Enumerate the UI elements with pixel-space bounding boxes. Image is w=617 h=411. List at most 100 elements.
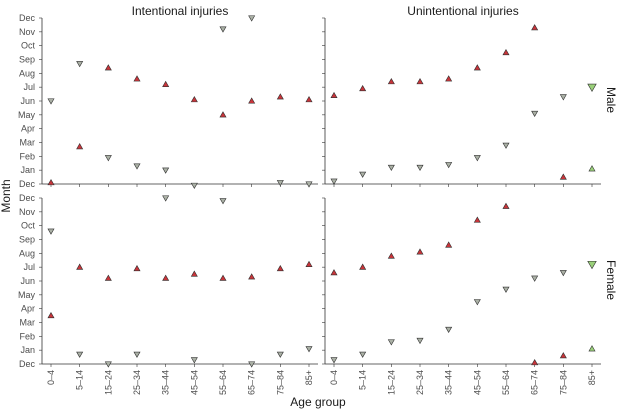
peak-marker bbox=[387, 78, 395, 85]
peak-marker bbox=[330, 91, 338, 99]
peak-marker bbox=[531, 24, 539, 31]
trough-marker bbox=[330, 357, 338, 364]
y-tick-label: May bbox=[18, 290, 36, 300]
x-tick-label: 55–64 bbox=[218, 370, 228, 395]
x-tick-label: 85+ bbox=[587, 370, 597, 385]
x-tick-label: 15–24 bbox=[103, 370, 113, 395]
peak-marker bbox=[416, 248, 424, 255]
peak-marker bbox=[76, 143, 84, 150]
peak-marker bbox=[473, 216, 481, 223]
trough-marker bbox=[359, 351, 367, 358]
x-axis-title: Age group bbox=[290, 395, 346, 409]
x-tick-label: 15–24 bbox=[386, 370, 396, 395]
peak-marker bbox=[47, 179, 55, 186]
row-strip-female: Female bbox=[604, 260, 617, 300]
trough-marker bbox=[76, 351, 84, 358]
peak-marker bbox=[190, 270, 198, 277]
x-tick-label: 85+ bbox=[304, 370, 314, 385]
trough-marker bbox=[416, 164, 424, 172]
trough-marker bbox=[104, 155, 112, 162]
trough-marker bbox=[445, 326, 453, 334]
trough-marker bbox=[305, 346, 313, 353]
trough-marker bbox=[248, 361, 256, 368]
x-tick-label: 25–34 bbox=[415, 370, 425, 395]
x-tick-label: 35–44 bbox=[161, 370, 171, 395]
peak-marker bbox=[219, 274, 227, 281]
peak-marker bbox=[330, 269, 338, 276]
x-tick-label: 0–4 bbox=[329, 370, 339, 385]
y-tick-label: Feb bbox=[19, 151, 35, 161]
trough-marker bbox=[473, 155, 481, 162]
axis-ticks: Dec Jan Feb Mar Apr May Jun Jul Aug Sep Oct Nov Dec D… bbox=[18, 13, 597, 395]
trough-marker bbox=[502, 142, 510, 149]
panel-frames bbox=[41, 18, 601, 365]
x-tick-label: 25–34 bbox=[132, 370, 142, 395]
y-tick-label: Jul bbox=[23, 262, 35, 272]
trough-marker bbox=[219, 26, 227, 33]
trough-marker bbox=[162, 195, 170, 202]
peak-marker bbox=[502, 202, 510, 209]
trough-marker bbox=[359, 171, 367, 178]
data-markers bbox=[47, 15, 597, 368]
y-tick-label: Jul bbox=[23, 82, 35, 92]
trough-marker bbox=[276, 180, 284, 187]
trough-marker bbox=[47, 228, 55, 235]
peak-marker bbox=[104, 274, 112, 281]
y-tick-label: Aug bbox=[19, 248, 35, 258]
row-strip-male: Male bbox=[604, 87, 617, 113]
trough-marker bbox=[445, 162, 453, 169]
peak-marker bbox=[559, 173, 567, 180]
trough-marker bbox=[276, 351, 284, 358]
trough-marker bbox=[133, 351, 141, 358]
x-tick-label: 0–4 bbox=[46, 370, 56, 385]
y-tick-label: Dec bbox=[19, 359, 36, 369]
trough-marker bbox=[531, 275, 539, 282]
trough-marker bbox=[133, 163, 141, 170]
peak-marker bbox=[248, 273, 256, 280]
peak-marker bbox=[387, 252, 395, 259]
y-tick-label: Apr bbox=[21, 304, 35, 314]
x-tick-label: 65–74 bbox=[530, 370, 540, 395]
peak-marker bbox=[416, 78, 424, 85]
peak-marker bbox=[162, 80, 170, 87]
trough-marker bbox=[587, 260, 597, 270]
trough-marker bbox=[559, 270, 567, 277]
y-tick-label: Aug bbox=[19, 68, 35, 78]
col-strip-intentional: Intentional injuries bbox=[132, 4, 229, 18]
y-tick-label: Jun bbox=[20, 276, 35, 286]
y-tick-label: Mar bbox=[20, 318, 36, 328]
y-tick-label: Sep bbox=[19, 235, 35, 245]
peak-marker bbox=[162, 274, 170, 281]
trough-marker bbox=[248, 15, 256, 22]
col-strip-unintentional: Unintentional injuries bbox=[407, 4, 518, 18]
trough-marker bbox=[190, 182, 198, 189]
trough-marker bbox=[219, 198, 227, 205]
peak-marker bbox=[588, 345, 596, 352]
trough-marker bbox=[190, 357, 198, 364]
y-tick-label: Oct bbox=[21, 221, 36, 231]
x-tick-label: 5–14 bbox=[358, 370, 368, 390]
peak-marker bbox=[445, 75, 453, 82]
trough-marker bbox=[76, 61, 84, 68]
peak-marker bbox=[502, 48, 510, 56]
y-tick-label: Jan bbox=[20, 165, 35, 175]
peak-marker bbox=[305, 260, 313, 267]
trough-marker bbox=[531, 110, 539, 118]
peak-marker bbox=[104, 64, 112, 71]
x-tick-label: 5–14 bbox=[75, 370, 85, 390]
peak-marker bbox=[473, 64, 481, 71]
peak-marker bbox=[190, 96, 198, 103]
x-tick-label: 75–84 bbox=[275, 370, 285, 395]
peak-marker bbox=[445, 241, 453, 248]
trough-marker bbox=[104, 361, 112, 368]
peak-marker bbox=[47, 311, 55, 319]
peak-marker bbox=[359, 84, 367, 92]
trough-marker bbox=[387, 339, 395, 346]
y-tick-label: Apr bbox=[21, 124, 35, 134]
trough-marker bbox=[473, 299, 481, 306]
peak-marker bbox=[248, 97, 256, 104]
peak-marker bbox=[219, 111, 227, 118]
y-tick-label: Sep bbox=[19, 55, 35, 65]
y-tick-label: Feb bbox=[19, 331, 35, 341]
peak-marker bbox=[276, 93, 284, 100]
